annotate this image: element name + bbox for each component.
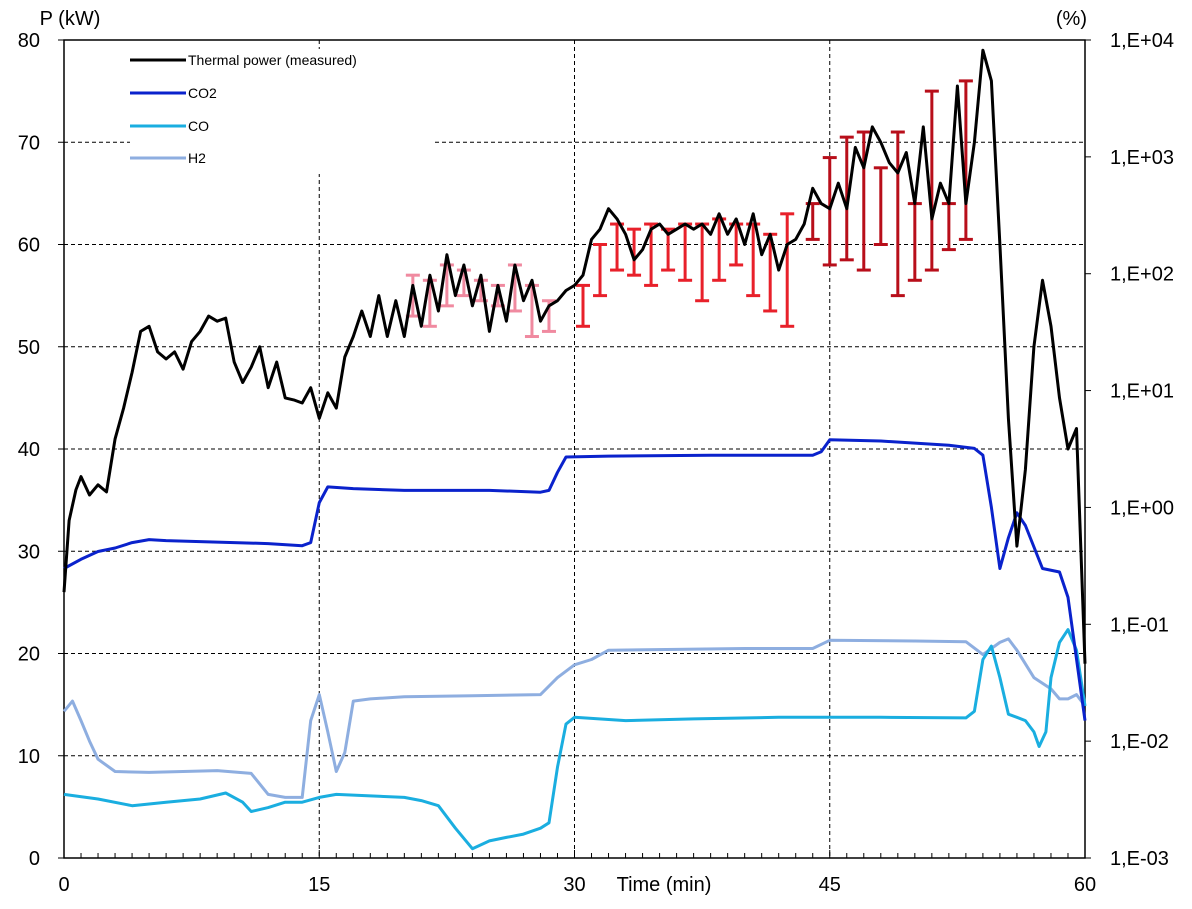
y-left-tick-label: 70 (18, 132, 40, 154)
y-right-tick-label: 1,E+02 (1110, 264, 1174, 286)
y-right-tick-label: 1,E+03 (1110, 147, 1174, 169)
legend-label-co: CO (188, 118, 209, 134)
legend-label-h2: H2 (188, 150, 206, 166)
axes: 0 15 30 45 60 0 10 20 30 40 50 60 70 80 1,E-03 1,E-02 1,… (18, 30, 1174, 896)
y-left-tick-label: 10 (18, 746, 40, 768)
series-thermal-power (62, 48, 1087, 664)
x-tick-label: 60 (1074, 874, 1096, 896)
y-right-tick-label: 1,E-03 (1110, 848, 1169, 870)
y-left-tick-label: 50 (18, 337, 40, 359)
y-left-label: P (kW) (40, 8, 101, 30)
y-right-label: (%) (1056, 8, 1087, 30)
y-right-tick-label: 1,E+04 (1110, 30, 1174, 52)
x-tick-label: 30 (563, 874, 585, 896)
x-tick-label: 45 (819, 874, 841, 896)
series-lines (62, 48, 1087, 851)
series-h2 (62, 637, 1087, 799)
y-left-tick-label: 0 (29, 848, 40, 870)
y-left-tick-label: 20 (18, 644, 40, 666)
y-left-tick-label: 80 (18, 30, 40, 52)
legend-label-thermal-power: Thermal power (measured) (188, 52, 357, 68)
x-tick-label: 15 (308, 874, 330, 896)
y-left-tick-label: 60 (18, 235, 40, 257)
legend-background (130, 49, 432, 174)
y-right-tick-label: 1,E+00 (1110, 497, 1174, 519)
y-right-tick-label: 1,E-01 (1110, 614, 1169, 636)
x-tick-label: 0 (58, 874, 69, 896)
y-left-tick-label: 30 (18, 541, 40, 563)
y-right-tick-label: 1,E-02 (1110, 731, 1169, 753)
legend-label-co2: CO2 (188, 85, 217, 101)
x-axis-label: Time (min) (617, 874, 712, 896)
series-co2 (63, 438, 1087, 721)
legend: Thermal power (measured) CO2 CO H2 (130, 49, 432, 174)
error-bars (405, 79, 973, 339)
series-co (63, 628, 1087, 851)
y-left-tick-label: 40 (18, 439, 40, 461)
y-right-tick-label: 1,E+01 (1110, 381, 1174, 403)
